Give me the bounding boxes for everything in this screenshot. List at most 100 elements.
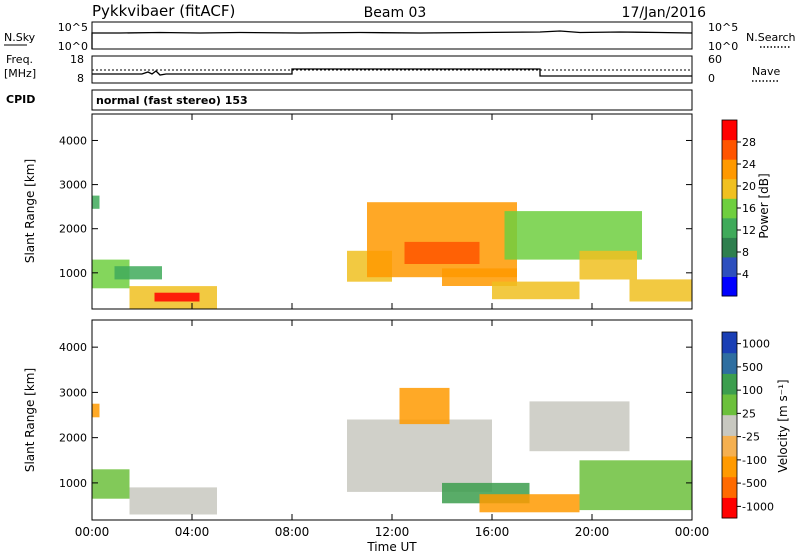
xtick-label-3: 12:00 xyxy=(375,525,410,539)
velocity-region-1 xyxy=(129,487,217,515)
velocity-region-0 xyxy=(92,469,130,499)
noise-right-tick-top: 10^5 xyxy=(708,21,738,34)
power-colorbar-seg-8 xyxy=(722,120,737,141)
power-region-11 xyxy=(579,250,637,280)
xtick-label-1: 04:00 xyxy=(175,525,210,539)
power-colorbar-seg-6 xyxy=(722,159,737,180)
power-heatmap xyxy=(92,195,692,309)
power-ytick-label-1: 2000 xyxy=(59,223,87,236)
power-y-axis-label: Slant Range [km] xyxy=(23,159,37,263)
nave-label: Nave xyxy=(752,65,780,78)
date-title: 17/Jan/2016 xyxy=(622,5,707,21)
velocity-colorbar-seg-2 xyxy=(722,456,737,478)
noise-panel: N.Sky 10^5 10^0 10^5 10^0 N.Search xyxy=(4,21,796,53)
noise-search-label: N.Search xyxy=(746,31,796,44)
velocity-colorbar-seg-8 xyxy=(722,332,737,354)
power-colorbar-seg-5 xyxy=(722,178,737,199)
power-colorbar-label-3: 16 xyxy=(742,202,756,215)
power-colorbar-seg-4 xyxy=(722,198,737,219)
velocity-colorbar-seg-5 xyxy=(722,394,737,416)
velocity-y-ticks: 1000 2000 3000 4000 xyxy=(59,320,693,520)
power-colorbar-label-4: 20 xyxy=(742,180,756,193)
power-region-1 xyxy=(114,266,162,280)
power-region-7 xyxy=(404,241,480,264)
power-colorbar-label: Power [dB] xyxy=(757,173,771,238)
velocity-colorbar-seg-1 xyxy=(722,476,737,498)
freq-left-tick-bottom: 8 xyxy=(77,72,84,85)
freq-right-tick-top: 60 xyxy=(708,53,722,66)
power-colorbar-seg-7 xyxy=(722,139,737,160)
power-colorbar-label-0: 4 xyxy=(742,268,749,281)
xtick-label-6: 00:00 xyxy=(675,525,710,539)
velocity-heatmap xyxy=(92,387,692,515)
velocity-colorbar-frame xyxy=(721,331,738,519)
velocity-colorbar-label-5: -100 xyxy=(742,454,767,467)
power-colorbar-seg-0 xyxy=(722,276,737,297)
velocity-colorbar-label-2: 100 xyxy=(742,384,763,397)
time-x-ticks: 00:00 04:00 08:00 12:00 16:00 20:00 00:00 xyxy=(75,525,710,539)
velocity-y-axis-label: Slant Range [km] xyxy=(23,368,37,472)
velocity-colorbar-seg-6 xyxy=(722,373,737,395)
velocity-region-6 xyxy=(479,494,580,513)
x-axis-label: Time UT xyxy=(366,540,417,554)
velocity-colorbar: 1000 500 100 25 -25 -100 -500 -1000 xyxy=(721,331,774,519)
power-colorbar-seg-3 xyxy=(722,217,737,238)
freq-unit-label: [MHz] xyxy=(4,67,36,80)
power-colorbar-label-1: 8 xyxy=(742,246,749,259)
xtick-label-5: 20:00 xyxy=(575,525,610,539)
velocity-ytick-label-3: 4000 xyxy=(59,341,87,354)
xtick-label-0: 00:00 xyxy=(75,525,110,539)
velocity-colorbar-label-6: -500 xyxy=(742,477,767,490)
freq-right-tick-bottom: 0 xyxy=(708,72,715,85)
velocity-colorbar-seg-4 xyxy=(722,414,737,436)
power-colorbar-seg-2 xyxy=(722,237,737,258)
power-region-4 xyxy=(92,195,100,209)
velocity-panel: 1000 2000 3000 4000 Slant Range [km] 1000 50… xyxy=(23,319,790,521)
velocity-ytick-label-2: 3000 xyxy=(59,386,87,399)
velocity-ytick-label-0: 1000 xyxy=(59,477,87,490)
noise-right-tick-bottom: 10^0 xyxy=(708,40,738,53)
beam-title: Beam 03 xyxy=(364,5,427,21)
frequency-panel: Freq. [MHz] 18 8 60 0 Nave xyxy=(4,53,780,85)
velocity-colorbar-label-0: 1000 xyxy=(742,338,770,351)
power-region-9 xyxy=(492,281,580,300)
power-colorbar-label-2: 12 xyxy=(742,224,756,237)
power-region-6 xyxy=(367,202,517,278)
velocity-colorbar-label-3: 25 xyxy=(742,407,756,420)
velocity-colorbar-seg-3 xyxy=(722,435,737,457)
velocity-colorbar-label: Velocity [m s⁻¹] xyxy=(776,379,790,472)
power-colorbar-label-5: 24 xyxy=(742,158,756,171)
station-title: Pykkvibaer (fitACF) xyxy=(92,2,235,20)
velocity-colorbar-label-4: -25 xyxy=(742,431,760,444)
power-colorbar-label-6: 28 xyxy=(742,136,756,149)
velocity-region-3 xyxy=(347,419,492,492)
velocity-ytick-label-1: 2000 xyxy=(59,432,87,445)
power-colorbar: 4 8 12 16 20 24 28 xyxy=(721,119,756,297)
power-panel: 1000 2000 3000 4000 Slant Range [km] 4 8 12 16… xyxy=(23,113,771,310)
noise-sky-trace xyxy=(91,30,693,49)
velocity-colorbar-label-7: -1000 xyxy=(742,500,774,513)
velocity-region-4 xyxy=(399,387,450,425)
power-region-3 xyxy=(154,292,200,302)
velocity-colorbar-seg-7 xyxy=(722,352,737,374)
power-region-12 xyxy=(629,279,692,302)
velocity-region-8 xyxy=(579,460,692,511)
noise-left-tick-top: 10^5 xyxy=(58,21,88,34)
power-ytick-label-3: 4000 xyxy=(59,134,87,147)
velocity-colorbar-label-1: 500 xyxy=(742,361,763,374)
freq-left-tick-top: 18 xyxy=(70,53,84,66)
cpid-panel: CPID normal (fast stereo) 153 xyxy=(6,89,693,111)
power-colorbar-seg-1 xyxy=(722,256,737,277)
power-ytick-label-2: 3000 xyxy=(59,179,87,192)
freq-trace xyxy=(92,68,692,77)
noise-sky-label: N.Sky xyxy=(4,31,36,44)
cpid-text: normal (fast stereo) 153 xyxy=(96,94,248,107)
xtick-label-4: 16:00 xyxy=(475,525,510,539)
velocity-region-7 xyxy=(529,401,630,452)
velocity-colorbar-seg-0 xyxy=(722,497,737,519)
xtick-label-2: 08:00 xyxy=(275,525,310,539)
freq-label: Freq. xyxy=(6,53,33,66)
power-ytick-label-0: 1000 xyxy=(59,267,87,280)
noise-left-tick-bottom: 10^0 xyxy=(58,40,88,53)
